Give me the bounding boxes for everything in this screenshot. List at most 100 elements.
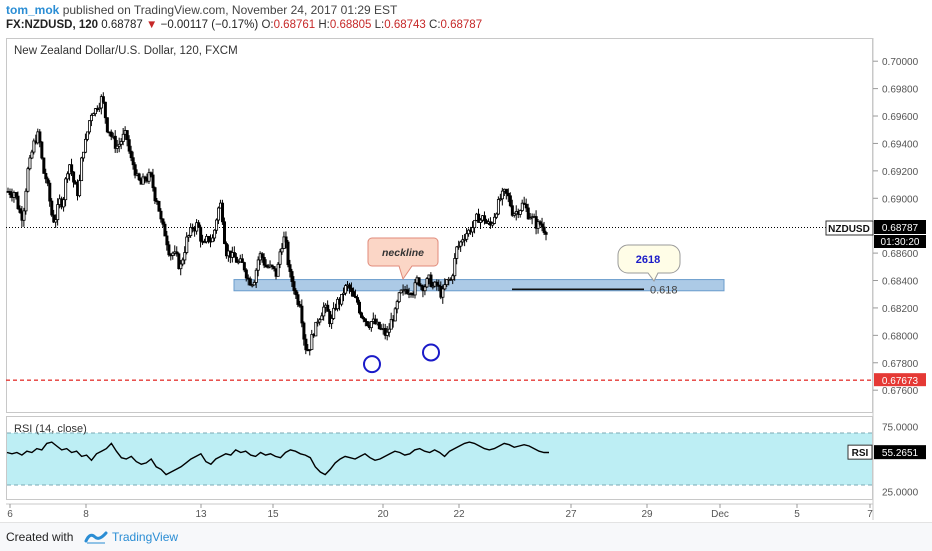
candle-body bbox=[342, 292, 346, 295]
price-tick-label: 0.69400 bbox=[882, 139, 919, 150]
fib-callout[interactable]: 2618 bbox=[617, 244, 681, 282]
quote-line: FX:NZDUSD, 120 0.68787 ▼ −0.00117 (−0.17… bbox=[6, 19, 482, 31]
support-badge bbox=[874, 373, 926, 387]
candle-body bbox=[189, 227, 193, 236]
candle-body bbox=[300, 305, 304, 324]
candle-body bbox=[363, 318, 367, 322]
candle-body bbox=[217, 207, 221, 221]
candle-body bbox=[457, 245, 461, 248]
close-value: 0.68787 bbox=[440, 19, 483, 31]
candle-body bbox=[431, 285, 435, 288]
price-tick-label: 0.67600 bbox=[882, 386, 919, 397]
time-tick-label: 15 bbox=[267, 509, 279, 520]
candle-body bbox=[278, 251, 282, 265]
rsi-tick-label: 75.0000 bbox=[882, 423, 919, 434]
candle-body bbox=[504, 188, 508, 194]
candle-body bbox=[127, 139, 131, 152]
candle-body bbox=[348, 284, 352, 289]
candle-body bbox=[119, 141, 123, 145]
candle-body bbox=[221, 202, 225, 223]
candle-body bbox=[232, 252, 236, 258]
candle-body bbox=[66, 173, 70, 180]
tradingview-brand[interactable]: TradingView bbox=[112, 530, 179, 544]
candle-body bbox=[494, 213, 498, 218]
time-tick-label: 6 bbox=[7, 509, 13, 520]
publish-line: tom_mok published on TradingView.com, No… bbox=[6, 3, 397, 17]
candle-body bbox=[479, 219, 483, 223]
candle-body bbox=[82, 151, 86, 159]
chart-frame[interactable]: New Zealand Dollar/U.S. Dollar, 120, FXC… bbox=[6, 38, 928, 520]
time-axis-ticks: 6 8 13 15 20 22 27 29 Dec 5 7 bbox=[7, 504, 873, 520]
candle-body bbox=[131, 157, 135, 166]
price-tick-label: 0.68200 bbox=[882, 304, 919, 315]
candle-body bbox=[163, 223, 167, 237]
chart-svg[interactable]: New Zealand Dollar/U.S. Dollar, 120, FXC… bbox=[6, 38, 928, 520]
candle-body bbox=[129, 150, 133, 159]
candle-body bbox=[109, 131, 113, 137]
candle-body bbox=[512, 213, 516, 216]
candle-body bbox=[185, 236, 189, 253]
neckline-zone[interactable] bbox=[233, 279, 725, 292]
candle-body bbox=[441, 288, 445, 298]
fib-level-label: 0.618 bbox=[650, 284, 678, 296]
time-tick-label: Dec bbox=[711, 509, 729, 520]
support-badge-text: 0.67673 bbox=[882, 376, 919, 387]
candle-body bbox=[224, 243, 228, 257]
price-pane[interactable] bbox=[6, 38, 873, 413]
candle-body bbox=[101, 96, 105, 103]
symbol-label: FX:NZDUSD, 120 bbox=[6, 19, 99, 31]
created-with-text: Created with bbox=[6, 530, 74, 544]
author-link[interactable]: tom_mok bbox=[6, 3, 60, 17]
candle-body bbox=[399, 289, 403, 294]
candle-body bbox=[352, 291, 356, 297]
candle-body bbox=[417, 277, 421, 286]
candle-body bbox=[207, 235, 211, 242]
rsi-line bbox=[6, 441, 549, 476]
candle-body bbox=[64, 178, 68, 201]
candle-body bbox=[284, 236, 288, 243]
candle-body bbox=[477, 213, 481, 223]
candle-body bbox=[93, 108, 97, 115]
candle-body bbox=[538, 221, 542, 225]
open-label: O: bbox=[261, 19, 274, 31]
candle-body bbox=[187, 235, 191, 238]
chart-title: New Zealand Dollar/U.S. Dollar, 120, FXC… bbox=[14, 45, 238, 57]
candle-body bbox=[121, 133, 125, 142]
candle-body bbox=[171, 252, 175, 256]
close-label: C: bbox=[429, 19, 441, 31]
countdown-badge bbox=[874, 235, 926, 248]
candle-body bbox=[197, 222, 201, 228]
candle-body bbox=[234, 256, 238, 263]
low-label: L: bbox=[374, 19, 385, 31]
candle-body bbox=[314, 321, 318, 337]
candle-body bbox=[542, 226, 546, 233]
candle-body bbox=[498, 198, 502, 201]
candle-body bbox=[91, 113, 95, 116]
candle-body bbox=[500, 190, 504, 200]
candle-body bbox=[350, 287, 354, 292]
price-tick-label: 0.68600 bbox=[882, 249, 919, 260]
time-tick-label: 29 bbox=[641, 509, 653, 520]
candle-body bbox=[510, 205, 514, 216]
candle-body bbox=[340, 294, 344, 305]
fib-bubble bbox=[617, 244, 681, 282]
published-text: published on TradingView.com, November 2… bbox=[62, 3, 398, 17]
candle-body bbox=[22, 210, 26, 221]
candle-body bbox=[536, 221, 540, 229]
down-arrow-icon: ▼ bbox=[146, 19, 158, 31]
candle-body bbox=[137, 173, 141, 181]
price-tick-label: 0.69800 bbox=[882, 85, 919, 96]
candle-body bbox=[354, 295, 358, 298]
candle-body bbox=[48, 182, 52, 202]
candle-body bbox=[445, 279, 449, 286]
candle-body bbox=[387, 328, 391, 333]
candle-body bbox=[270, 264, 274, 267]
candle-body bbox=[443, 284, 447, 290]
neckline-callout[interactable]: neckline bbox=[367, 237, 439, 281]
candle-body bbox=[260, 253, 264, 258]
candles-group bbox=[6, 92, 548, 356]
candle-body bbox=[250, 284, 254, 287]
candle-body bbox=[518, 210, 522, 215]
candle-body bbox=[179, 263, 183, 270]
candle-body bbox=[62, 199, 66, 208]
